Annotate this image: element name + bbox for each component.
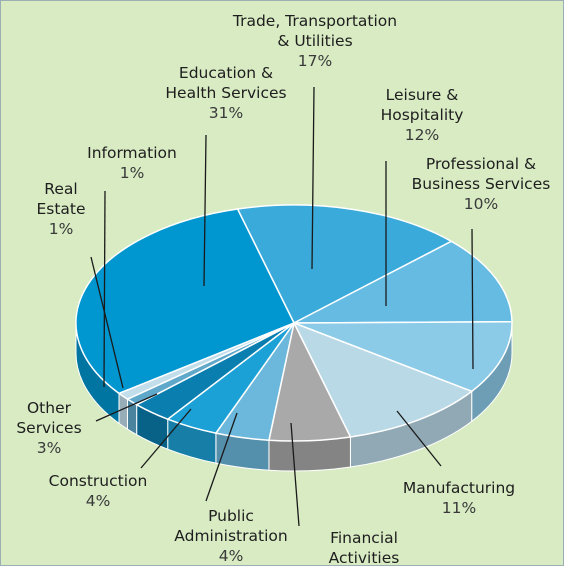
slice: [236, 204, 453, 325]
category-label: Public Administration: [174, 507, 288, 545]
value-label: 4%: [218, 547, 244, 565]
leader-line: [203, 134, 207, 287]
slice: [293, 240, 513, 324]
leader-line: [471, 228, 474, 370]
slice-label: Professional & Business Services 10%: [386, 154, 563, 214]
slice-label: Financial Activities6%: [304, 528, 424, 566]
value-label: 11%: [441, 499, 477, 517]
slice: [75, 208, 296, 395]
category-label: Financial Activities: [328, 529, 400, 566]
slice: [293, 321, 513, 393]
category-label: Leisure & Hospitality: [380, 86, 464, 124]
leader-line: [290, 422, 300, 527]
leader-line: [396, 410, 442, 467]
slice-label: Manufacturing 11%: [379, 478, 539, 518]
slice: [292, 321, 474, 438]
value-label: 12%: [404, 126, 440, 144]
slice-label: Trade, Transportation & Utilities 17%: [185, 11, 445, 71]
slice-label: Education & Health Services 31%: [136, 63, 316, 123]
value-label: 4%: [85, 492, 111, 510]
value-label: 1%: [48, 220, 74, 238]
leader-line: [95, 393, 158, 422]
slice-side: [268, 436, 351, 472]
leader-line: [103, 190, 106, 388]
slice-label: Leisure & Hospitality 12%: [352, 85, 492, 145]
category-label: Professional & Business Services: [411, 155, 551, 193]
category-label: Information: [87, 144, 177, 162]
category-label: Education & Health Services: [165, 64, 287, 102]
leader-line: [311, 86, 315, 270]
leader-line: [90, 256, 124, 389]
slice-label: Real Estate 1%: [21, 179, 101, 239]
value-label: 3%: [36, 439, 62, 457]
slice-label: Public Administration 4%: [156, 506, 306, 565]
leader-line: [140, 408, 192, 469]
slice-label: Construction 4%: [18, 471, 178, 511]
category-label: Trade, Transportation & Utilities: [232, 12, 398, 50]
category-label: Manufacturing: [402, 479, 516, 497]
value-label: 10%: [463, 195, 499, 213]
value-label: 31%: [208, 104, 244, 122]
slice-label: Information 1%: [67, 143, 197, 183]
category-label: Other Services: [16, 399, 82, 437]
value-label: 17%: [297, 52, 333, 70]
slice-label: Other Services 3%: [1, 398, 99, 458]
leader-line: [205, 412, 238, 502]
category-label: Construction: [48, 472, 148, 490]
value-label: 1%: [119, 164, 145, 182]
category-label: Real Estate: [36, 180, 86, 218]
